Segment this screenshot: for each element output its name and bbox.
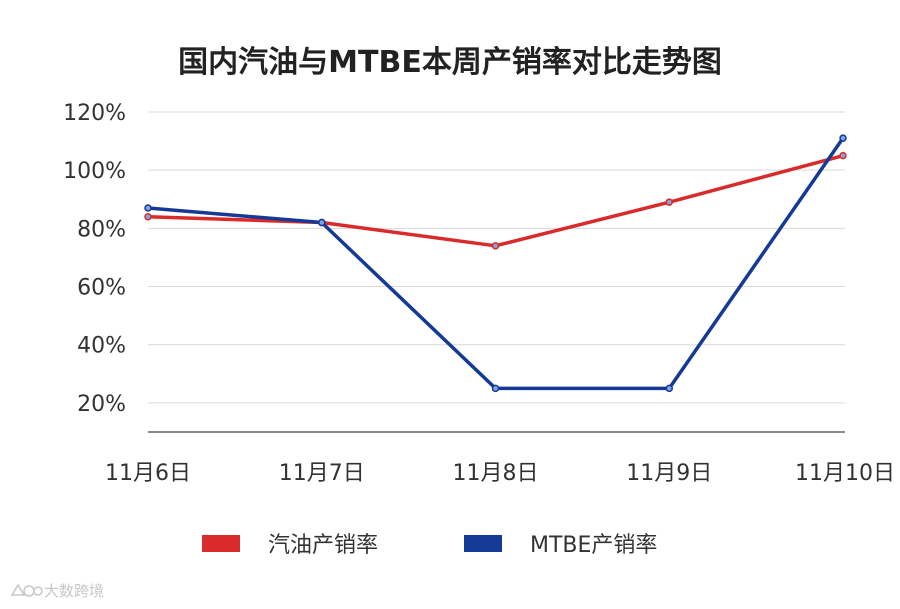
legend-label: MTBE产销率 bbox=[530, 533, 657, 558]
logo-icon bbox=[10, 583, 43, 597]
legend-swatch bbox=[202, 535, 240, 552]
x-tick-label: 11月10日 bbox=[795, 461, 895, 486]
series-line bbox=[146, 153, 845, 248]
y-tick-label: 60% bbox=[77, 276, 126, 301]
data-point bbox=[144, 212, 152, 221]
data-point bbox=[318, 218, 326, 227]
data-point bbox=[839, 151, 847, 160]
x-tick-label: 11月9日 bbox=[626, 461, 712, 486]
x-axis-ticks: 11月6日 11月7日 11月8日 11月9日 11月10日 bbox=[105, 461, 895, 486]
gridlines bbox=[148, 111, 845, 404]
legend: 汽油产销率 MTBE产销率 bbox=[202, 533, 657, 558]
data-point bbox=[491, 384, 500, 393]
data-point bbox=[491, 242, 500, 250]
y-tick-label: 120% bbox=[63, 101, 126, 126]
y-axis-ticks: 20% 40% 60% 80% 100% 120% bbox=[63, 101, 126, 417]
y-tick-label: 40% bbox=[77, 334, 126, 359]
series-line bbox=[146, 136, 845, 391]
x-tick-label: 11月7日 bbox=[279, 461, 365, 486]
x-tick-label: 11月6日 bbox=[105, 461, 191, 486]
watermark-text: 大数跨境 bbox=[44, 582, 104, 600]
x-tick-label: 11月8日 bbox=[453, 461, 539, 486]
y-tick-label: 20% bbox=[77, 392, 126, 417]
series-lines bbox=[144, 134, 847, 393]
legend-label: 汽油产销率 bbox=[268, 533, 378, 558]
chart-title: 国内汽油与MTBE本周产销率对比走势图 bbox=[178, 45, 722, 80]
data-point bbox=[144, 204, 152, 212]
data-point bbox=[665, 198, 673, 206]
watermark: 大数跨境 bbox=[10, 582, 104, 600]
y-tick-label: 100% bbox=[63, 159, 126, 184]
y-tick-label: 80% bbox=[77, 217, 126, 242]
data-point bbox=[839, 134, 847, 142]
legend-swatch bbox=[464, 535, 502, 552]
data-point bbox=[665, 384, 673, 393]
